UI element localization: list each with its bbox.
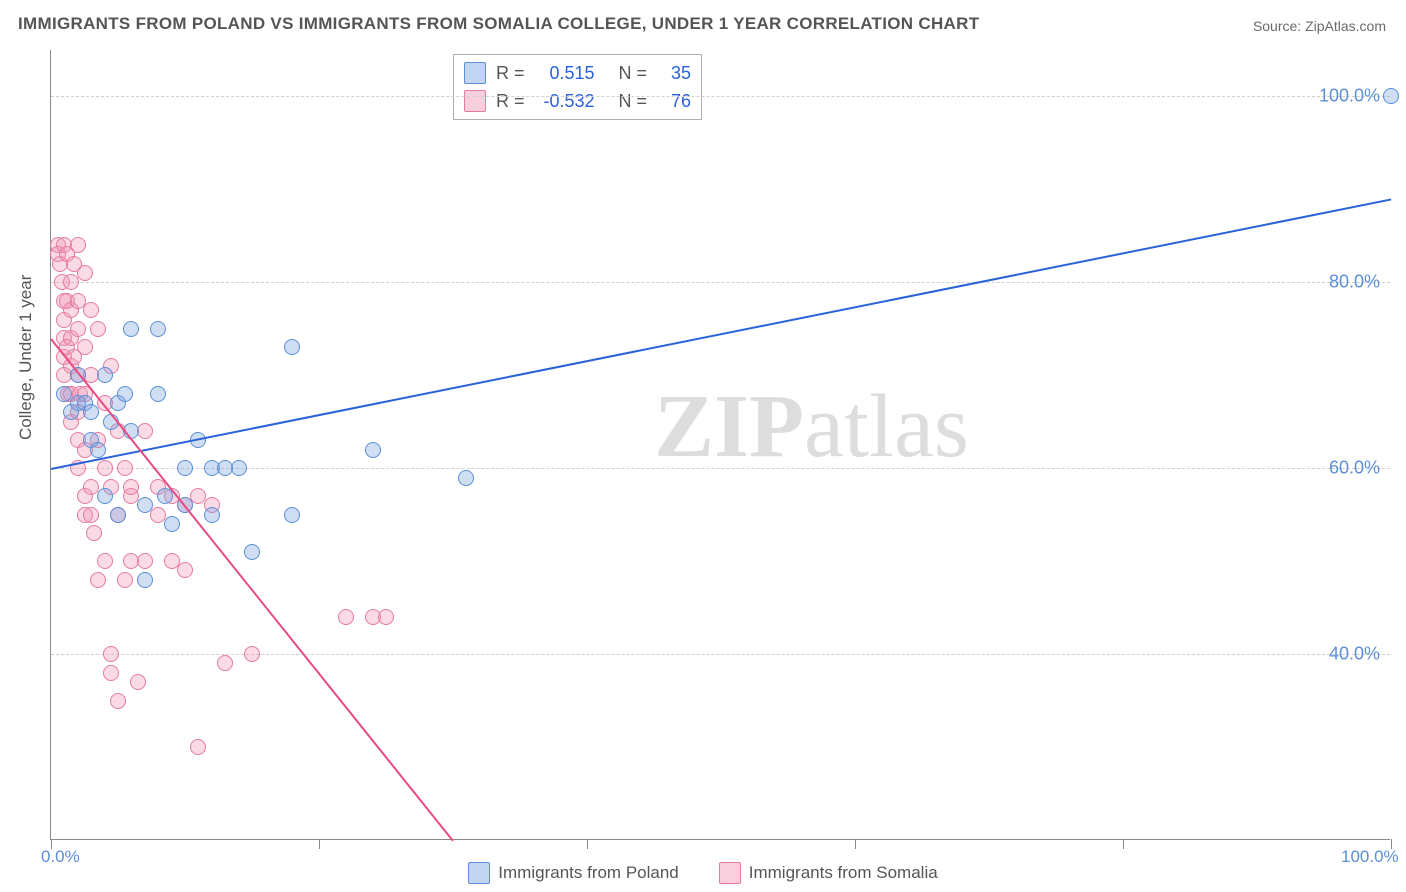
y-tick-label: 100.0% — [1319, 86, 1380, 107]
x-tick — [855, 839, 856, 849]
legend-swatch — [719, 862, 741, 884]
x-tick — [319, 839, 320, 849]
trendline-somalia — [50, 338, 454, 841]
point-poland — [150, 321, 166, 337]
point-poland — [458, 470, 474, 486]
series-legend: Immigrants from Poland Immigrants from So… — [0, 862, 1406, 884]
point-poland — [365, 442, 381, 458]
point-somalia — [117, 572, 133, 588]
point-somalia — [86, 525, 102, 541]
corr-n-label: N = — [619, 91, 648, 112]
point-poland — [177, 460, 193, 476]
correlation-row: R = 0.515 N = 35 — [464, 59, 691, 87]
point-poland — [284, 507, 300, 523]
point-somalia — [123, 479, 139, 495]
gridline-h — [51, 96, 1390, 97]
chart-title: IMMIGRANTS FROM POLAND VS IMMIGRANTS FRO… — [18, 14, 979, 34]
legend-item: Immigrants from Poland — [468, 862, 678, 884]
point-somalia — [137, 553, 153, 569]
y-tick-label: 60.0% — [1329, 458, 1380, 479]
point-poland — [164, 516, 180, 532]
point-somalia — [110, 693, 126, 709]
point-poland — [90, 442, 106, 458]
legend-item: Immigrants from Somalia — [719, 862, 938, 884]
point-somalia — [90, 572, 106, 588]
point-somalia — [103, 646, 119, 662]
legend-label: Immigrants from Somalia — [749, 863, 938, 883]
point-somalia — [338, 609, 354, 625]
point-poland — [137, 572, 153, 588]
watermark: ZIPatlas — [654, 375, 969, 478]
corr-r-value: -0.532 — [535, 91, 595, 112]
point-somalia — [190, 739, 206, 755]
point-somalia — [90, 321, 106, 337]
point-somalia — [77, 265, 93, 281]
corr-r-value: 0.515 — [535, 63, 595, 84]
corr-r-label: R = — [496, 91, 525, 112]
corr-n-value: 76 — [657, 91, 691, 112]
point-somalia — [97, 460, 113, 476]
legend-swatch — [464, 90, 486, 112]
point-somalia — [217, 655, 233, 671]
trendline-poland — [51, 199, 1391, 470]
point-poland — [231, 460, 247, 476]
point-poland — [83, 404, 99, 420]
point-poland — [137, 497, 153, 513]
point-somalia — [70, 321, 86, 337]
x-tick — [587, 839, 588, 849]
legend-label: Immigrants from Poland — [498, 863, 678, 883]
plot-area: ZIPatlas R = 0.515 N = 35 R = -0.532 N = 76 40.… — [50, 50, 1390, 840]
correlation-row: R = -0.532 N = 76 — [464, 87, 691, 115]
point-somalia — [83, 302, 99, 318]
point-poland — [97, 488, 113, 504]
point-somalia — [244, 646, 260, 662]
gridline-h — [51, 282, 1390, 283]
corr-n-value: 35 — [657, 63, 691, 84]
legend-swatch — [468, 862, 490, 884]
point-poland — [123, 321, 139, 337]
point-somalia — [378, 609, 394, 625]
legend-swatch — [464, 62, 486, 84]
point-poland — [97, 367, 113, 383]
point-somalia — [177, 562, 193, 578]
point-somalia — [83, 507, 99, 523]
correlation-legend: R = 0.515 N = 35 R = -0.532 N = 76 — [453, 54, 702, 120]
point-somalia — [117, 460, 133, 476]
point-somalia — [70, 237, 86, 253]
point-poland — [204, 507, 220, 523]
source-attribution: Source: ZipAtlas.com — [1253, 18, 1386, 34]
point-poland — [244, 544, 260, 560]
point-somalia — [130, 674, 146, 690]
point-poland — [110, 507, 126, 523]
y-tick-label: 80.0% — [1329, 272, 1380, 293]
point-somalia — [103, 665, 119, 681]
corr-r-label: R = — [496, 63, 525, 84]
gridline-h — [51, 468, 1390, 469]
corr-n-label: N = — [619, 63, 648, 84]
point-somalia — [97, 553, 113, 569]
y-tick-label: 40.0% — [1329, 644, 1380, 665]
point-somalia — [77, 339, 93, 355]
point-poland — [284, 339, 300, 355]
x-tick — [1123, 839, 1124, 849]
point-poland — [150, 386, 166, 402]
y-axis-label: College, Under 1 year — [16, 275, 36, 440]
point-poland — [117, 386, 133, 402]
point-poland — [1383, 88, 1399, 104]
